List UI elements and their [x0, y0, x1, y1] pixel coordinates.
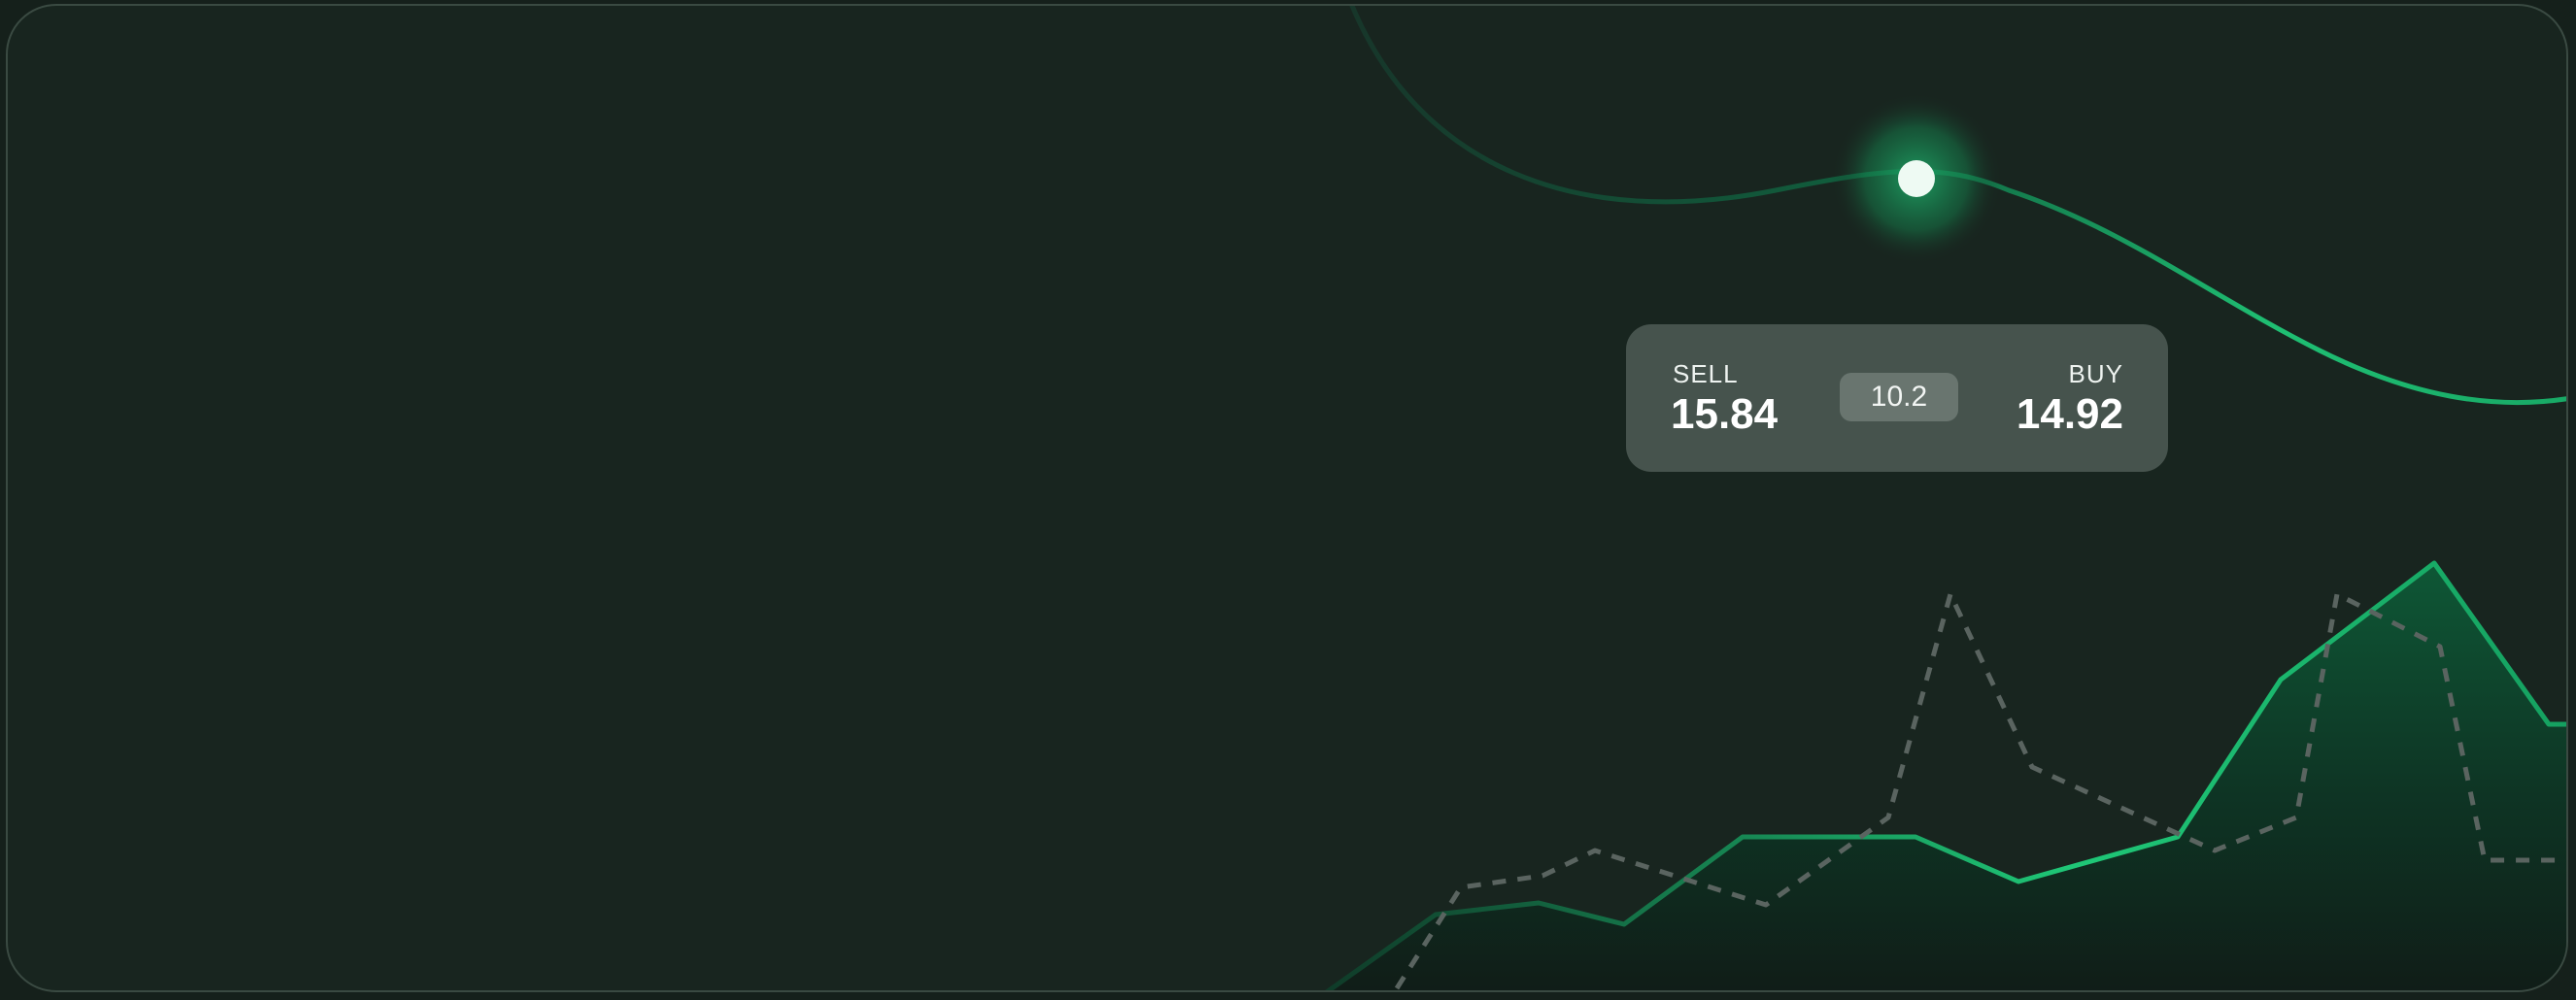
buy-price[interactable]: 14.92: [2016, 390, 2123, 438]
price-line: [1325, 560, 2566, 990]
comparison-line: [1394, 591, 2566, 990]
sell-price[interactable]: 15.84: [1671, 390, 1779, 438]
price-chart: [1325, 6, 2566, 990]
glowing-dot-icon[interactable]: [1898, 160, 1935, 197]
price-area: [1329, 563, 2566, 990]
ticker-panel: SELL 15.84 10.2 BUY 14.92: [1626, 324, 2168, 472]
spread-badge: 10.2: [1840, 373, 1958, 421]
sell-label: SELL: [1673, 359, 1739, 388]
buy-label: BUY: [2068, 359, 2123, 388]
trading-card: SELL 15.84 10.2 BUY 14.92: [6, 4, 2568, 992]
